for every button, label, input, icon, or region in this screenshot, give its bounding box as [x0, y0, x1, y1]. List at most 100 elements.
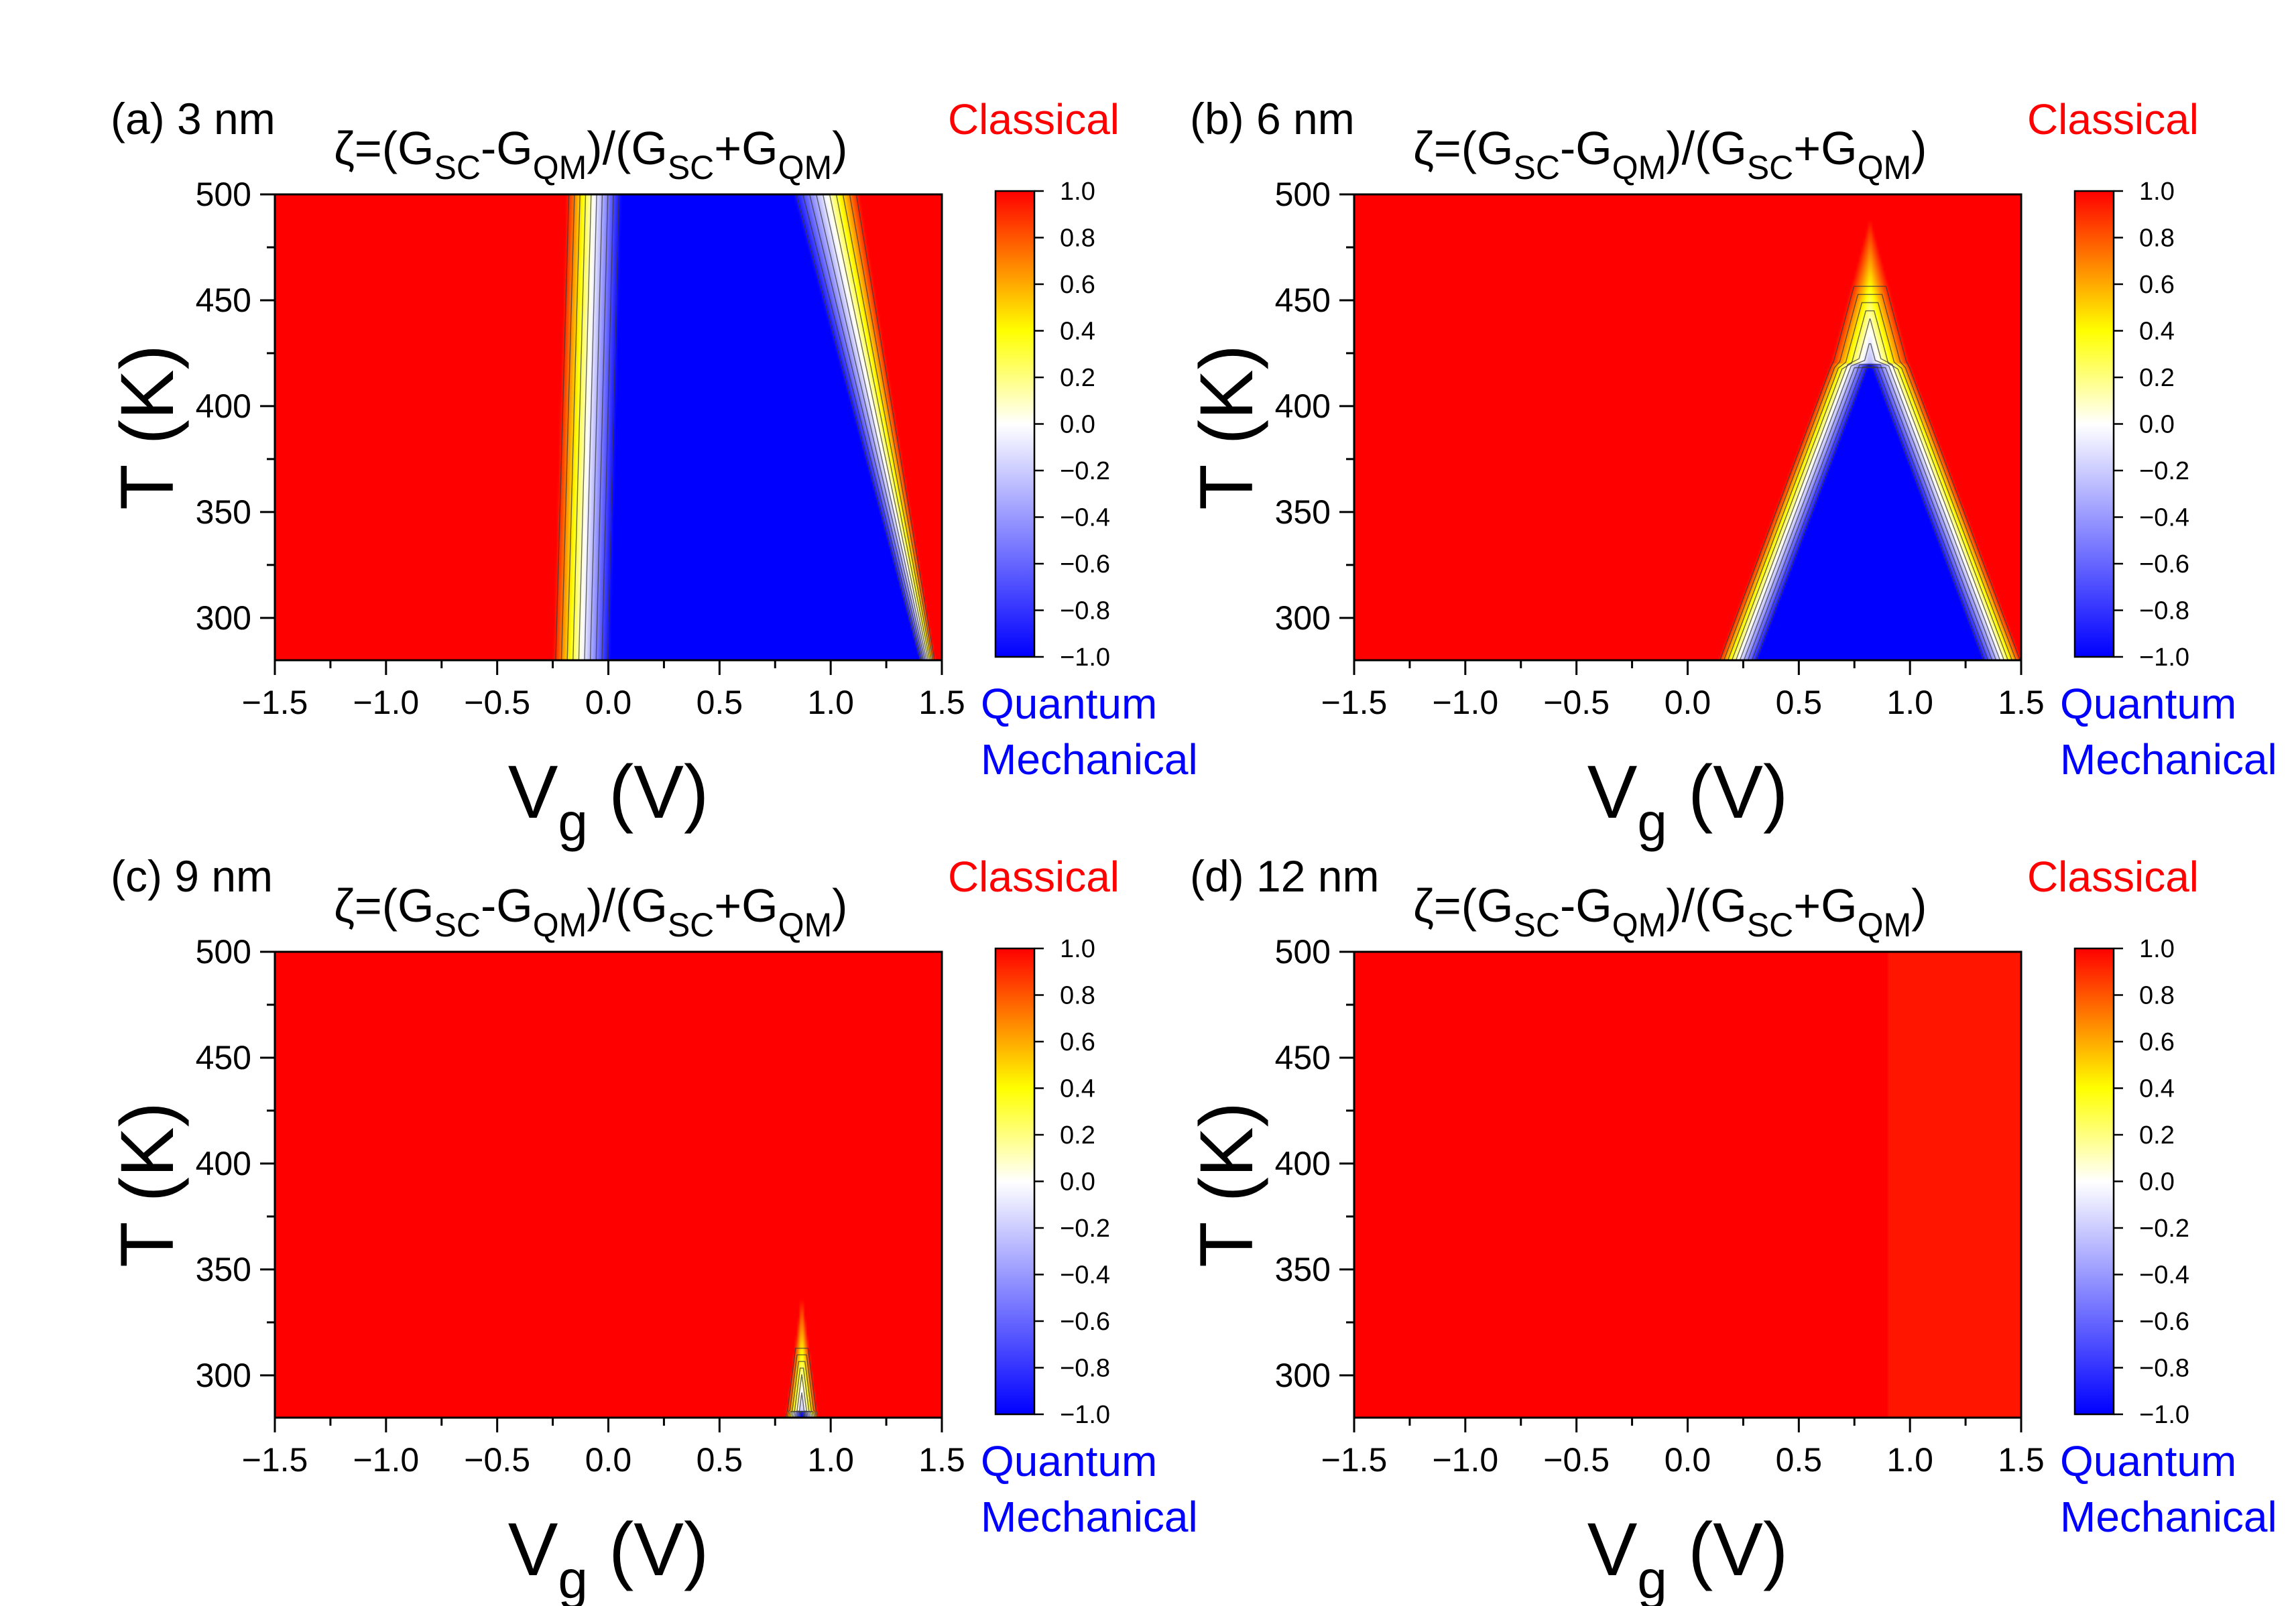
colorbar: [994, 947, 1036, 1416]
x-axis-label: Vg (V): [508, 1507, 709, 1606]
panel-label: (b) 6 nm: [1190, 94, 1355, 143]
contour-line: [822, 194, 927, 660]
title-subscript: SC: [1747, 149, 1793, 186]
y-tick-label: 400: [1275, 387, 1331, 425]
title-subscript: SC: [1514, 906, 1560, 944]
x-label-unit: (V): [588, 1507, 709, 1591]
plot-area: [1354, 194, 2021, 660]
contour-line: [788, 1361, 815, 1418]
contour-line: [560, 194, 575, 660]
colorbar-tick-label: 1.0: [2139, 178, 2175, 206]
y-tick-label: 300: [196, 599, 251, 637]
contour-line: [849, 194, 934, 660]
y-tick-label: 400: [1275, 1145, 1331, 1182]
x-tick-label: −0.5: [464, 1441, 530, 1479]
contour-line: [1735, 318, 2005, 660]
y-tick-label: 300: [1275, 1357, 1331, 1394]
colorbar-tick-label: 1.0: [2139, 935, 2175, 963]
contour-line: [855, 194, 935, 660]
x-tick-label: 1.0: [1886, 1441, 1933, 1479]
colorbar-tick-label: 0.2: [1060, 364, 1095, 392]
x-tick-label: 1.5: [1998, 684, 2045, 721]
x-tick-label: −0.5: [464, 684, 530, 721]
panel-c: −1.5 −1.0 −0.5 0.0 0.5 1.0 1.5 300 350 400 450 500 T…: [105, 851, 1198, 1606]
y-axis-label: T (K): [1185, 1102, 1268, 1268]
x-label-main: V: [1587, 750, 1638, 834]
y-axis-label: T (K): [105, 1102, 189, 1268]
title-subscript: QM: [533, 906, 587, 944]
colorbar-tick-label: −0.6: [1060, 550, 1110, 578]
y-tick-label: 450: [1275, 1039, 1331, 1076]
colorbar-tick-label: −0.8: [2139, 1355, 2189, 1383]
title-subscript: QM: [1858, 906, 1912, 944]
colorbar-tick-label: 0.2: [1060, 1121, 1095, 1150]
contour-line: [578, 194, 592, 660]
quantum-annotation: Quantum: [2060, 680, 2236, 728]
contour-line: [794, 1411, 809, 1418]
contour-line: [572, 194, 587, 660]
colorbar-tick-label: 0.0: [1060, 1168, 1095, 1196]
title-text: -G: [1560, 122, 1612, 174]
colorbar-tick-label: 0.4: [1060, 318, 1095, 346]
contour-line: [786, 1354, 817, 1418]
y-tick-label: 500: [196, 933, 251, 971]
colorbar-tick-label: 0.4: [2139, 1075, 2175, 1103]
y-tick-label: 300: [1275, 599, 1331, 637]
x-label-sub: g: [558, 1550, 588, 1606]
x-tick-label: 1.5: [1998, 1441, 2045, 1479]
title-subscript: SC: [434, 906, 481, 944]
x-tick-label: −0.5: [1543, 684, 1610, 721]
title-subscript: QM: [778, 149, 833, 186]
colorbar: [2073, 190, 2115, 658]
panel-label: (c) 9 nm: [111, 851, 273, 901]
x-tick-label: −1.0: [353, 1441, 419, 1479]
colorbar-tick-label: 0.4: [1060, 1075, 1095, 1103]
colorbar-tick-label: −0.2: [1060, 1215, 1110, 1243]
panel-d: −1.5 −1.0 −0.5 0.0 0.5 1.0 1.5 300 350 400 450 500 T…: [1185, 851, 2277, 1606]
colorbar-tick-label: 0.0: [2139, 411, 2175, 439]
title-subscript: SC: [434, 149, 481, 186]
panel-title: ζ=(GSC-GQM)/(GSC+GQM): [1413, 122, 1927, 186]
colorbar-tick-label: −1.0: [2139, 1401, 2189, 1429]
contour-line: [1751, 366, 1989, 660]
x-tick-label: 0.5: [1776, 1441, 1823, 1479]
contour-line: [1743, 367, 1997, 660]
colorbar-tick-label: −0.4: [1060, 1261, 1110, 1290]
colorbar-tick-label: 0.2: [2139, 364, 2175, 392]
title-subscript: QM: [1612, 149, 1667, 186]
contour-line: [1719, 286, 2020, 660]
title-text: ): [832, 879, 847, 932]
contour-line: [802, 194, 922, 660]
panel-title: ζ=(GSC-GQM)/(GSC+GQM): [1413, 879, 1927, 944]
colorbar-tick-label: 0.6: [2139, 271, 2175, 299]
colorbar: [2073, 947, 2115, 1416]
title-text: -G: [1560, 879, 1612, 932]
heatmap-field: [275, 952, 942, 1418]
x-label-main: V: [1587, 1507, 1638, 1591]
title-subscript: SC: [1747, 906, 1793, 944]
y-tick-label: 400: [196, 387, 251, 425]
title-text: +G: [1793, 879, 1857, 932]
contour-line: [1723, 294, 2017, 660]
contour-line: [793, 1392, 810, 1418]
x-tick-label: 1.0: [807, 1441, 854, 1479]
mechanical-annotation: Mechanical: [981, 735, 1198, 784]
panel-b: −1.5 −1.0 −0.5 0.0 0.5 1.0 1.5 300 350 400 450 500 T…: [1185, 94, 2277, 852]
x-tick-label: 0.5: [1776, 684, 1823, 721]
classical-annotation: Classical: [2027, 95, 2199, 143]
colorbar-tick-label: −0.4: [2139, 1261, 2189, 1290]
colorbar-tick-label: −0.6: [2139, 550, 2189, 578]
quantum-annotation: Quantum: [2060, 1437, 2236, 1485]
y-tick-label: 450: [196, 1039, 251, 1076]
title-text: ): [1911, 879, 1927, 932]
classical-annotation: Classical: [948, 853, 1120, 901]
y-tick-label: 450: [1275, 282, 1331, 319]
colorbar-tick-label: 0.0: [2139, 1168, 2175, 1196]
plot-area: [275, 194, 942, 660]
x-label-main: V: [508, 750, 558, 834]
title-text: ζ=(G: [1413, 122, 1514, 174]
classical-annotation: Classical: [2027, 853, 2199, 901]
title-subscript: SC: [1514, 149, 1560, 186]
colorbar-tick-label: −1.0: [2139, 643, 2189, 672]
